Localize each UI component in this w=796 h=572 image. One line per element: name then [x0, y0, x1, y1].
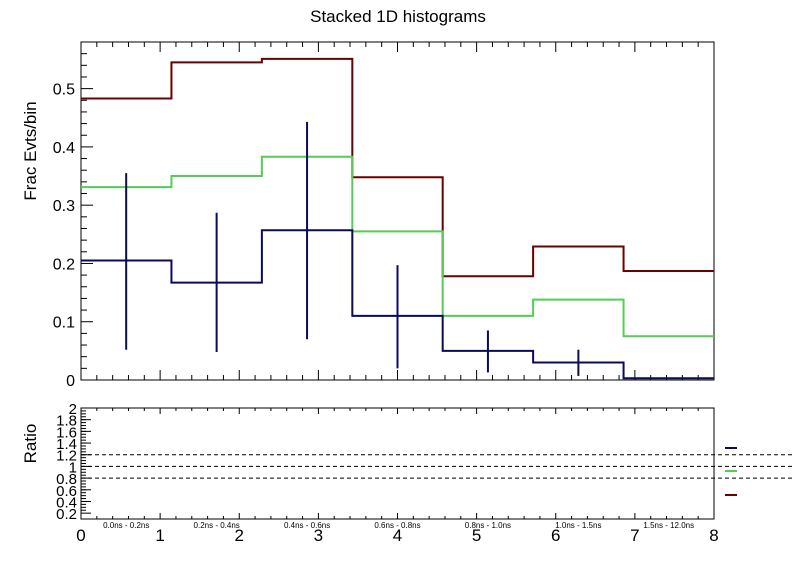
top-y-tick-label: 0.5	[53, 82, 75, 99]
ratio-y-tick-label: 0.8	[56, 471, 77, 488]
top-y-axis-ticks: 0 0.1 0.2 0.3 0.4 0.5	[53, 53, 93, 390]
bin-label: 0.8ns - 1.0ns	[465, 521, 511, 530]
bin-label: 1.0ns - 1.5ns	[555, 521, 601, 530]
ratio-y-tick-label: 1.8	[56, 413, 77, 430]
bin-label: 0.6ns - 0.8ns	[374, 521, 420, 530]
ratio-x-axis-ticks	[80, 408, 715, 519]
bin-label: 0.4ns - 0.6ns	[284, 521, 330, 530]
ratio-y-tick-label: 0.2	[56, 506, 77, 523]
ratio-y-axis-ticks: 21.81.61.41.210.80.60.40.2	[56, 401, 91, 523]
x-tick-label: 0	[76, 526, 85, 545]
x-tick-label: 1	[155, 526, 164, 545]
ratio-reference-lines	[81, 454, 793, 479]
ratio-y-tick-label: 1.4	[56, 436, 77, 453]
ratio-y-axis-label: Ratio	[21, 424, 40, 464]
x-tick-label: 7	[630, 526, 639, 545]
top-y-tick-label: 0	[66, 373, 75, 390]
chart-title: Stacked 1D histograms	[310, 7, 486, 26]
top-histogram-panel: Frac Evts/bin 0 0.1 0.2 0.3 0.4 0.5	[21, 41, 715, 390]
ratio-y-tick-label: 0.6	[56, 483, 77, 500]
x-axis-tick-labels: 0 1 2 3 4 5 6 7 8	[76, 526, 718, 545]
x-tick-label: 6	[551, 526, 560, 545]
bin-label-group: 0.0ns - 0.2ns 0.2ns - 0.4ns 0.4ns - 0.6ns 0…	[103, 521, 694, 530]
top-y-axis-label: Frac Evts/bin	[21, 101, 40, 200]
ratio-panel: Ratio 21.81.61.41.210.80.60.40.2 0.0ns -…	[21, 401, 793, 530]
top-y-tick-label: 0.1	[53, 315, 75, 332]
error-bars-group	[125, 121, 580, 376]
series-dark-red-line	[81, 57, 714, 278]
x-tick-label: 3	[314, 526, 323, 545]
bin-label: 0.0ns - 0.2ns	[103, 521, 149, 530]
bin-label: 0.2ns - 0.4ns	[194, 521, 240, 530]
x-tick-label: 8	[709, 526, 718, 545]
top-y-tick-label: 0.3	[53, 198, 75, 215]
legend	[725, 447, 737, 496]
top-y-tick-label: 0.2	[53, 256, 75, 273]
x-tick-label: 5	[472, 526, 481, 545]
ratio-y-tick-label: 1.6	[56, 424, 77, 441]
ratio-y-tick-label: 1	[69, 459, 77, 476]
ratio-plot-frame	[80, 407, 715, 520]
x-tick-label: 2	[235, 526, 244, 545]
top-x-axis-ticks	[80, 42, 715, 380]
ratio-y-tick-label: 1.2	[56, 448, 77, 465]
bin-label: 1.5ns - 12.0ns	[643, 521, 694, 530]
x-tick-label: 4	[393, 526, 402, 545]
ratio-y-tick-label: 2	[69, 401, 77, 418]
series-green-line	[81, 155, 714, 338]
ratio-y-tick-label: 0.4	[56, 494, 77, 511]
top-y-tick-label: 0.4	[53, 140, 75, 157]
